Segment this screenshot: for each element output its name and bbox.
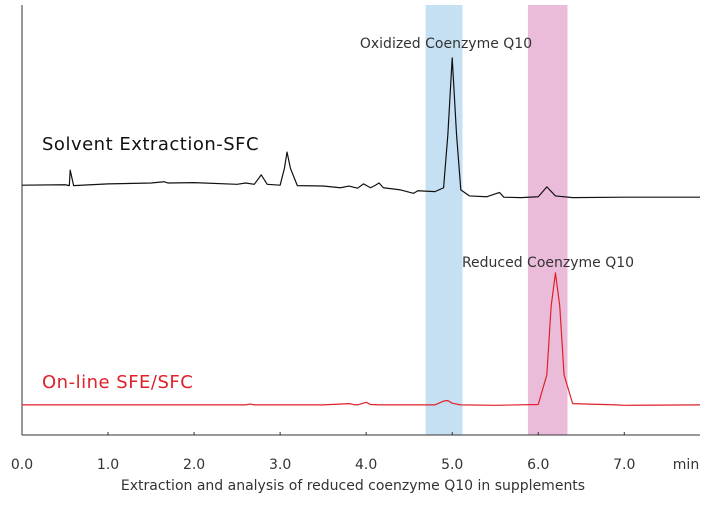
peak-annotation: Reduced Coenzyme Q10 [462,255,634,271]
x-tick-label: 3.0 [269,457,291,473]
series-label: Solvent Extraction-SFC [42,134,259,155]
x-tick-label: 4.0 [355,457,377,473]
peak-annotation: Oxidized Coenzyme Q10 [360,36,532,52]
trace-line [22,272,701,406]
x-tick-label: 2.0 [183,457,205,473]
highlight-band [425,5,463,435]
series-label: On-line SFE/SFC [42,372,193,393]
caption: Extraction and analysis of reduced coenz… [121,478,585,494]
x-tick-label: 6.0 [527,457,549,473]
x-tick-label: 1.0 [97,457,119,473]
trace-line [21,57,700,199]
x-axis-label: min [673,457,699,473]
x-tick-label: 7.0 [613,457,635,473]
x-tick-label: 5.0 [441,457,463,473]
x-tick-label: 0.0 [11,457,33,473]
